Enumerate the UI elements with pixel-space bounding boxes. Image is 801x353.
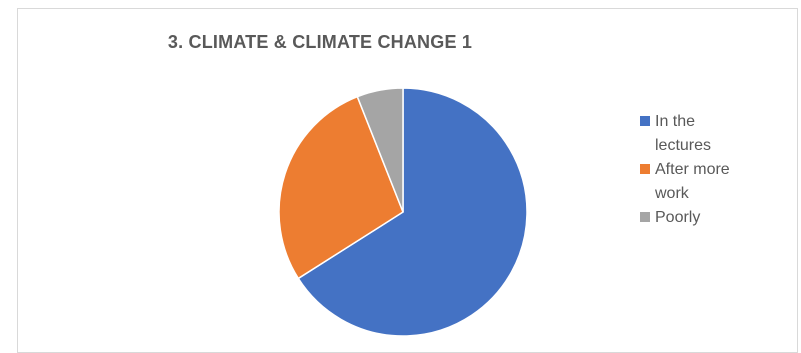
pie-slice-after-more-work xyxy=(278,95,404,280)
legend-label-after-more-work: After more work xyxy=(655,161,730,202)
legend-item-in-the-lectures: In the lectures xyxy=(640,110,780,158)
legend-item-poorly: Poorly xyxy=(640,206,780,230)
legend-swatch-in-the-lectures xyxy=(640,116,650,126)
legend-swatch-after-more-work xyxy=(640,164,650,174)
legend-label-poorly: Poorly xyxy=(655,209,701,226)
legend: In the lectures After more work Poorly xyxy=(640,110,780,230)
legend-label-in-the-lectures: In the lectures xyxy=(655,113,712,154)
legend-swatch-poorly xyxy=(640,212,650,222)
legend-item-after-more-work: After more work xyxy=(640,158,780,206)
chart-title: 3. CLIMATE & CLIMATE CHANGE 1 xyxy=(167,32,473,52)
pie-slice-poorly xyxy=(356,87,404,213)
pie-slice-in-the-lectures xyxy=(297,87,528,337)
